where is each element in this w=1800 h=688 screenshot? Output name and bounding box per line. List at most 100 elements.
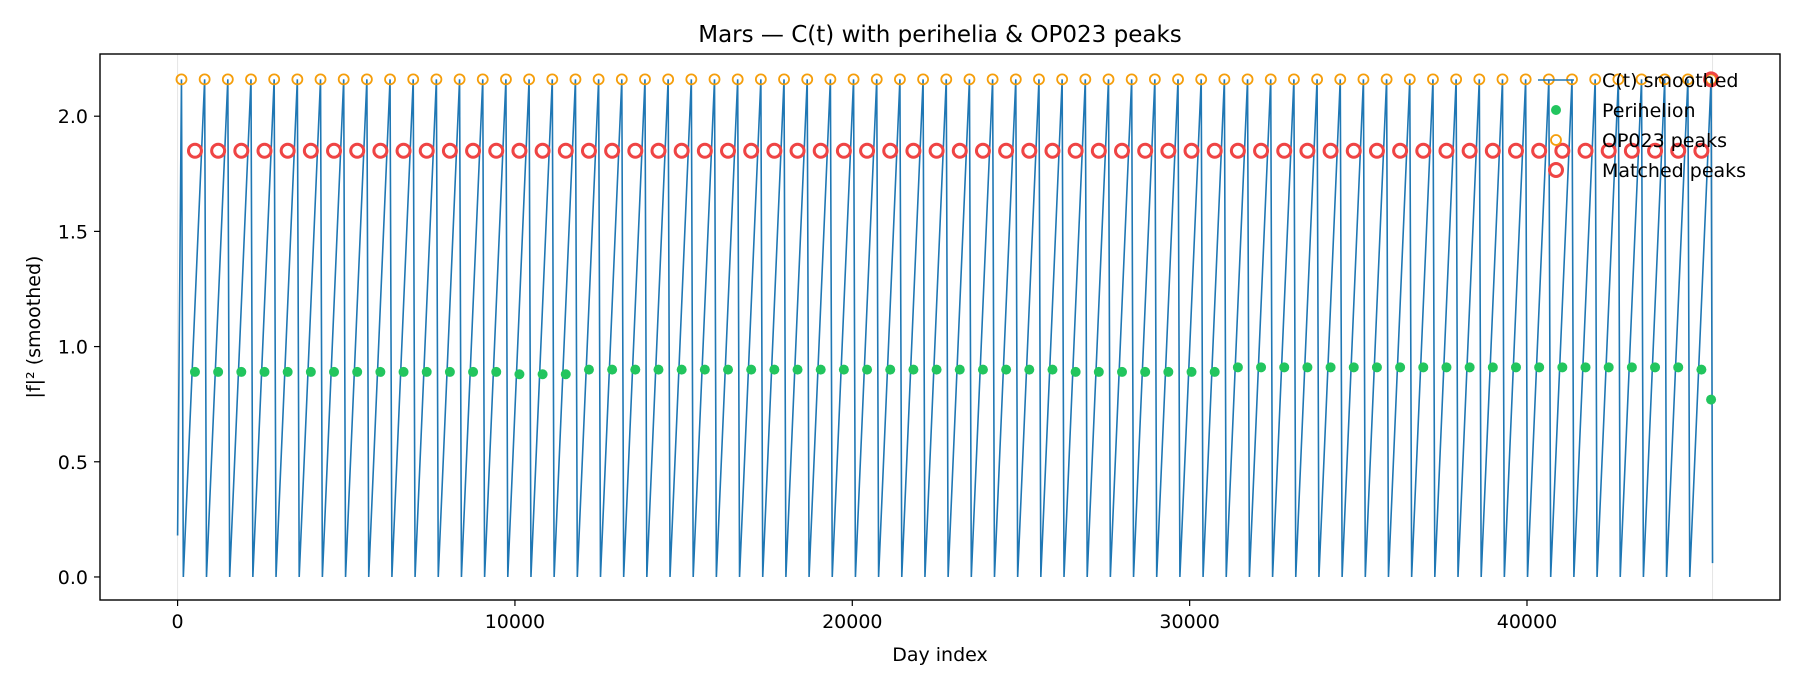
perihelion-point: [491, 366, 502, 377]
perihelion-point: [699, 364, 710, 375]
matched-peak-point: [1623, 142, 1640, 159]
matched-peak-point: [835, 142, 852, 159]
matched-peak-point: [1484, 142, 1501, 159]
x-tick-label: 30000: [1159, 611, 1219, 633]
matched-peak-point: [1114, 142, 1130, 159]
perihelion-point: [1418, 362, 1429, 373]
perihelion-point: [746, 364, 757, 375]
op023-peak-point: [360, 73, 373, 86]
y-tick-label: 1.0: [58, 337, 88, 359]
op023-peak-point: [1172, 73, 1184, 86]
perihelion-point: [1024, 364, 1035, 375]
matched-peak-point: [1206, 142, 1223, 159]
x-tick-label: 20000: [822, 611, 882, 633]
perihelion-point: [1070, 366, 1081, 377]
matched-peak-point: [812, 142, 829, 159]
y-tick-label: 0.0: [58, 567, 88, 589]
perihelion-point: [421, 366, 432, 377]
matched-peak-point: [974, 142, 991, 159]
perihelion-point: [1696, 364, 1707, 375]
perihelion-point: [1348, 362, 1359, 373]
op023-peak-point: [1334, 73, 1347, 86]
perihelion-point: [723, 364, 734, 375]
op023-peak-point: [894, 73, 906, 86]
op023-peak-point: [917, 73, 929, 86]
matched-peak-point: [1507, 142, 1524, 159]
op023-peak-point: [430, 73, 443, 86]
perihelion-point: [468, 366, 479, 377]
matched-peak-point: [186, 142, 203, 159]
perihelion-point: [375, 366, 386, 377]
op023-peak-point: [824, 73, 837, 86]
matched-peak-point: [372, 142, 389, 159]
chart-title: Mars — C(t) with perihelia & OP023 peaks: [698, 22, 1182, 48]
matched-peak-point: [766, 142, 783, 159]
op023-peak-point: [1496, 73, 1509, 86]
op023-peak-point: [1311, 73, 1323, 86]
legend-perihelion-icon: [1551, 105, 1561, 115]
op023-peak-point: [384, 73, 396, 86]
op023-peak-point: [268, 73, 281, 86]
op023-peak-point: [1241, 73, 1254, 86]
x-tick-label: 0: [172, 611, 184, 633]
op023-peak-point: [986, 73, 999, 86]
y-axis-label: |f|² (smoothed): [23, 256, 45, 399]
matched-peak-point: [1577, 142, 1594, 159]
matched-peak-point: [720, 142, 737, 159]
matched-peak-point: [1554, 142, 1571, 159]
perihelion-point: [259, 366, 270, 377]
matched-peak-point: [743, 142, 760, 159]
perihelion-point: [282, 366, 293, 377]
matched-peak-point: [1693, 142, 1710, 159]
matched-peak-point: [441, 142, 458, 159]
plot-frame: [99, 53, 1781, 601]
matched-peak-point: [1670, 142, 1687, 159]
perihelion-point: [1117, 366, 1127, 377]
op023-peak-point: [778, 73, 790, 86]
op023-peak-point: [731, 73, 744, 86]
legend-matched-icon: [1548, 162, 1564, 178]
matched-peak-point: [534, 142, 551, 159]
matched-peak-point: [1276, 142, 1293, 159]
matched-peak-point: [326, 142, 343, 159]
perihelion-point: [398, 366, 409, 377]
perihelion-point: [1279, 362, 1290, 373]
perihelion-point: [815, 364, 826, 375]
op023-peak-point: [592, 73, 605, 86]
op023-peak-point: [708, 73, 721, 86]
op023-peak-point: [546, 73, 559, 86]
op023-peak-point: [754, 73, 767, 86]
op023-peak-point: [870, 73, 883, 86]
perihelion-point: [1209, 366, 1220, 377]
op023-peak-point: [1357, 73, 1370, 86]
matched-peak-point: [511, 142, 528, 159]
matched-peak-point: [1438, 142, 1455, 159]
matched-peak-point: [233, 142, 250, 159]
y-tick-label: 2.0: [58, 106, 88, 128]
matched-peak-point: [1461, 142, 1478, 159]
perihelion-point: [769, 364, 780, 375]
matched-peak-point: [1090, 142, 1107, 159]
perihelion-point: [1603, 362, 1614, 373]
perihelion-point: [908, 364, 919, 375]
matched-peak-point: [1137, 142, 1154, 159]
op023-peak-point: [963, 73, 976, 86]
op023-peak-point: [1612, 73, 1625, 86]
matched-peak-point: [1299, 142, 1316, 159]
perihelion-point: [1140, 366, 1151, 377]
perihelion-point: [1371, 362, 1382, 373]
op023-peak-point: [1009, 73, 1022, 86]
legend: C(t) smoothed Perihelion OP023 peaks Matche…: [1538, 70, 1746, 182]
perihelion-point: [1325, 362, 1336, 373]
legend-label: OP023 peaks: [1602, 130, 1727, 152]
matched-peak-point: [349, 142, 366, 159]
legend-op023-icon: [1550, 134, 1562, 146]
matched-peak-point: [1253, 142, 1270, 159]
perihelion-point: [1186, 366, 1197, 377]
op023-peak-point: [1264, 73, 1277, 86]
op023-peak-point: [1148, 73, 1161, 86]
matched-peak-point: [905, 142, 922, 159]
perihelion-point: [1001, 364, 1012, 375]
op023-peak-point: [1125, 73, 1138, 86]
perihelion-point: [1510, 362, 1521, 373]
